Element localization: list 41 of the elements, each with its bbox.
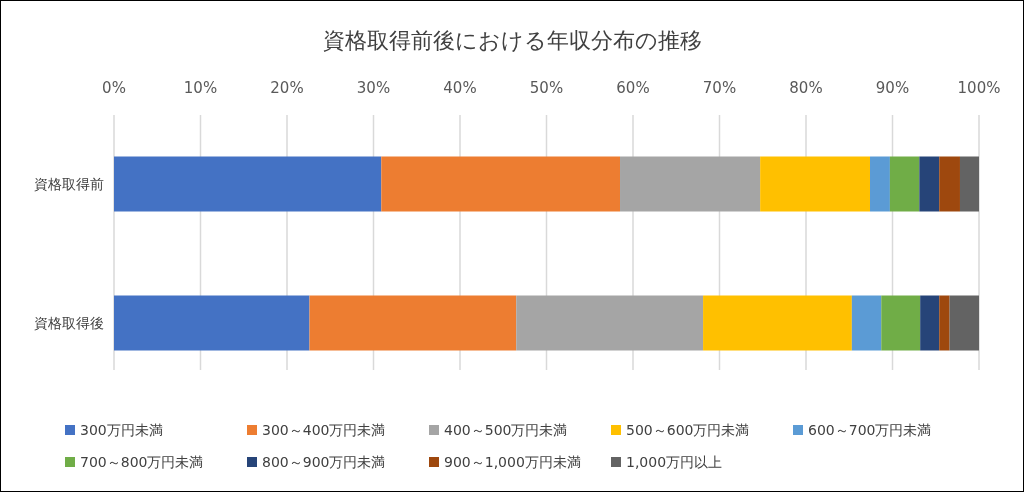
- bar: [920, 295, 940, 351]
- x-tick-label: 10%: [183, 79, 218, 97]
- bar: [309, 295, 517, 351]
- bar: [620, 156, 761, 212]
- bar: [959, 156, 979, 212]
- bar: [939, 156, 960, 212]
- bar: [114, 295, 310, 351]
- bar: [114, 156, 382, 212]
- chart-title: 資格取得前後における年収分布の推移: [322, 28, 702, 53]
- bar: [870, 156, 890, 212]
- bar: [939, 295, 950, 351]
- legend-label: 300万円未満: [80, 422, 163, 438]
- bar: [703, 295, 852, 351]
- x-tick-label: 70%: [702, 79, 737, 97]
- legend-label: 1,000万円以上: [626, 454, 723, 470]
- legend-label: 900～1,000万円未満: [444, 454, 581, 470]
- legend-label: 500～600万円未満: [626, 422, 750, 438]
- x-tick-label: 90%: [875, 79, 910, 97]
- bar: [851, 295, 882, 351]
- x-tick-label: 0%: [102, 79, 126, 97]
- y-tick-label: 資格取得後: [34, 315, 104, 331]
- legend-label: 300～400万円未満: [262, 422, 386, 438]
- legend-label: 800～900万円未満: [262, 454, 386, 470]
- x-tick-label: 60%: [616, 79, 650, 97]
- bar: [516, 295, 704, 351]
- legend-label: 600～700万円未満: [808, 422, 932, 438]
- bar: [919, 156, 940, 212]
- bar: [381, 156, 621, 212]
- x-tick-label: 80%: [789, 79, 823, 97]
- y-tick-label: 資格取得前: [34, 176, 104, 192]
- bar: [949, 295, 979, 351]
- x-tick-label: 50%: [529, 79, 564, 97]
- bar: [760, 156, 871, 212]
- legend-label: 400～500万円未満: [444, 422, 568, 438]
- bar: [889, 156, 920, 212]
- x-tick-label: 20%: [270, 79, 304, 97]
- x-tick-label: 30%: [356, 79, 391, 97]
- x-tick-label: 40%: [443, 79, 477, 97]
- bar: [881, 295, 921, 351]
- x-tick-label: 100%: [957, 79, 1001, 97]
- legend-label: 700～800万円未満: [80, 454, 204, 470]
